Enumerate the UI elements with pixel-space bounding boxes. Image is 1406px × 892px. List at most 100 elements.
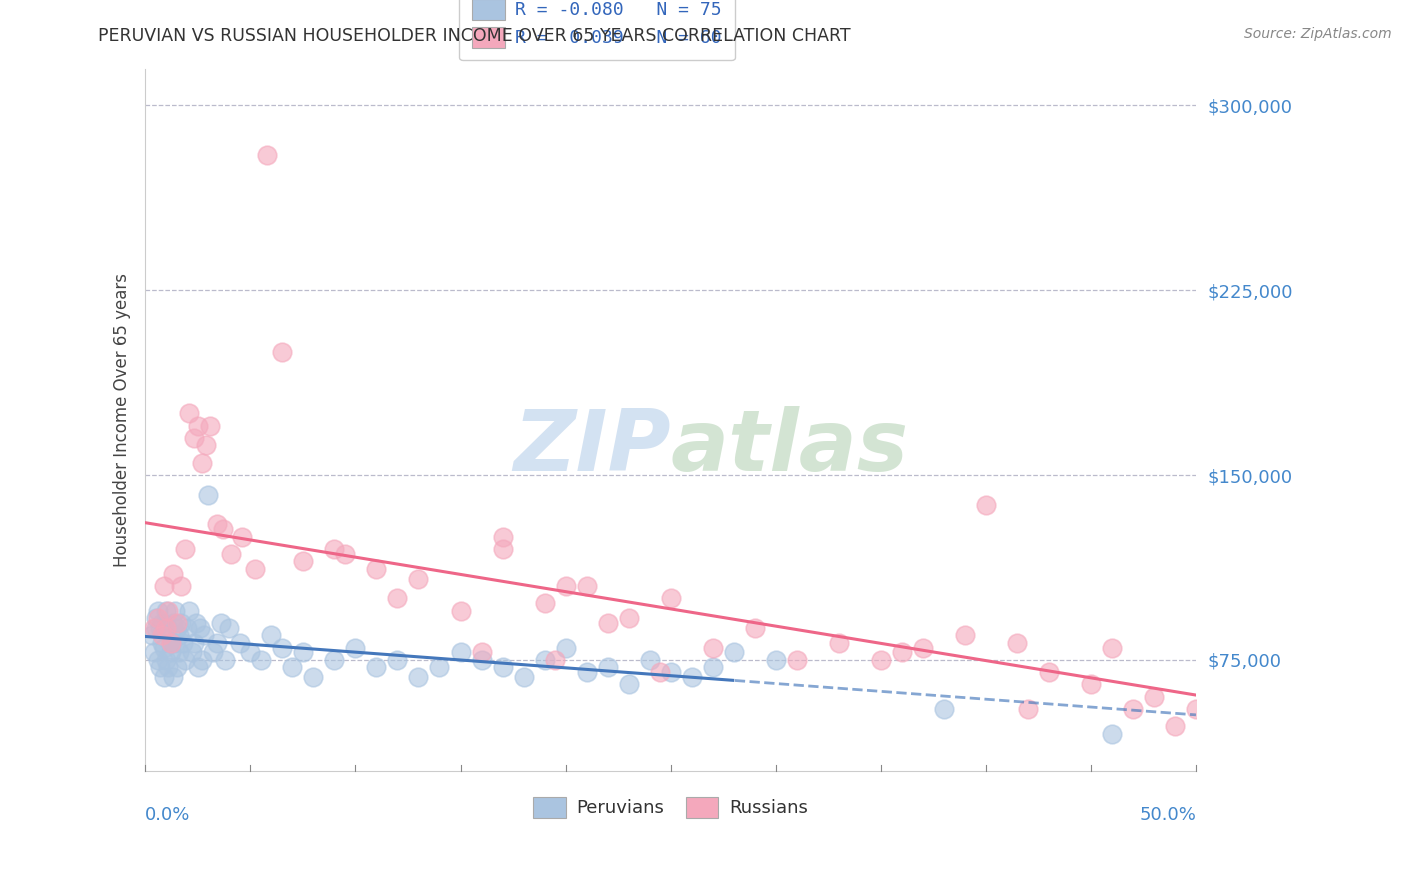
Point	[142, 645, 165, 659]
Point	[681, 670, 703, 684]
Point	[162, 566, 184, 581]
Text: Source: ZipAtlas.com: Source: ZipAtlas.com	[1244, 27, 1392, 41]
Point	[596, 660, 619, 674]
Point	[450, 603, 472, 617]
Point	[786, 653, 808, 667]
Point	[157, 621, 180, 635]
Point	[491, 530, 513, 544]
Point	[702, 660, 724, 674]
Point	[544, 653, 567, 667]
Point	[617, 677, 640, 691]
Point	[638, 653, 661, 667]
Point	[470, 645, 492, 659]
Point	[256, 147, 278, 161]
Point	[302, 670, 325, 684]
Point	[145, 611, 167, 625]
Point	[176, 621, 198, 635]
Legend: Peruvians, Russians: Peruvians, Russians	[526, 789, 815, 825]
Point	[281, 660, 304, 674]
Point	[828, 635, 851, 649]
Point	[159, 635, 181, 649]
Point	[953, 628, 976, 642]
Point	[195, 438, 218, 452]
Point	[366, 562, 388, 576]
Text: ZIP: ZIP	[513, 406, 671, 489]
Point	[323, 541, 346, 556]
Point	[167, 628, 190, 642]
Point	[163, 603, 186, 617]
Point	[155, 603, 177, 617]
Point	[146, 611, 169, 625]
Point	[344, 640, 367, 655]
Point	[201, 645, 224, 659]
Point	[193, 628, 215, 642]
Point	[149, 621, 172, 635]
Point	[183, 635, 205, 649]
Point	[659, 591, 682, 606]
Point	[1007, 635, 1029, 649]
Point	[187, 660, 209, 674]
Point	[659, 665, 682, 680]
Point	[188, 621, 211, 635]
Point	[723, 645, 745, 659]
Text: PERUVIAN VS RUSSIAN HOUSEHOLDER INCOME OVER 65 YEARS CORRELATION CHART: PERUVIAN VS RUSSIAN HOUSEHOLDER INCOME O…	[98, 27, 851, 45]
Point	[323, 653, 346, 667]
Point	[229, 635, 252, 649]
Point	[250, 653, 273, 667]
Point	[191, 653, 214, 667]
Point	[491, 541, 513, 556]
Text: 50.0%: 50.0%	[1139, 805, 1197, 824]
Point	[1101, 727, 1123, 741]
Point	[166, 621, 188, 635]
Point	[765, 653, 787, 667]
Text: 0.0%: 0.0%	[145, 805, 191, 824]
Point	[184, 615, 207, 630]
Point	[1080, 677, 1102, 691]
Point	[260, 628, 283, 642]
Point	[387, 653, 409, 667]
Point	[291, 554, 314, 568]
Point	[450, 645, 472, 659]
Point	[1101, 640, 1123, 655]
Point	[179, 407, 201, 421]
Point	[491, 660, 513, 674]
Point	[408, 670, 430, 684]
Point	[197, 488, 219, 502]
Point	[166, 615, 188, 630]
Point	[153, 670, 176, 684]
Point	[212, 522, 235, 536]
Point	[191, 456, 214, 470]
Point	[1185, 702, 1208, 716]
Point	[155, 621, 177, 635]
Point	[205, 635, 228, 649]
Point	[153, 640, 176, 655]
Point	[554, 579, 576, 593]
Point	[512, 670, 534, 684]
Point	[596, 615, 619, 630]
Point	[157, 660, 180, 674]
Point	[429, 660, 451, 674]
Point	[231, 530, 253, 544]
Point	[214, 653, 236, 667]
Point	[366, 660, 388, 674]
Point	[221, 547, 243, 561]
Point	[270, 344, 292, 359]
Point	[575, 665, 598, 680]
Point	[869, 653, 891, 667]
Point	[150, 615, 173, 630]
Point	[270, 640, 292, 655]
Point	[205, 517, 228, 532]
Point	[162, 670, 184, 684]
Point	[650, 665, 672, 680]
Point	[932, 702, 955, 716]
Point	[145, 621, 167, 635]
Point	[155, 653, 177, 667]
Point	[239, 645, 262, 659]
Point	[291, 645, 314, 659]
Point	[179, 603, 201, 617]
Text: atlas: atlas	[671, 406, 908, 489]
Point	[387, 591, 409, 606]
Point	[141, 628, 163, 642]
Point	[146, 653, 169, 667]
Point	[554, 640, 576, 655]
